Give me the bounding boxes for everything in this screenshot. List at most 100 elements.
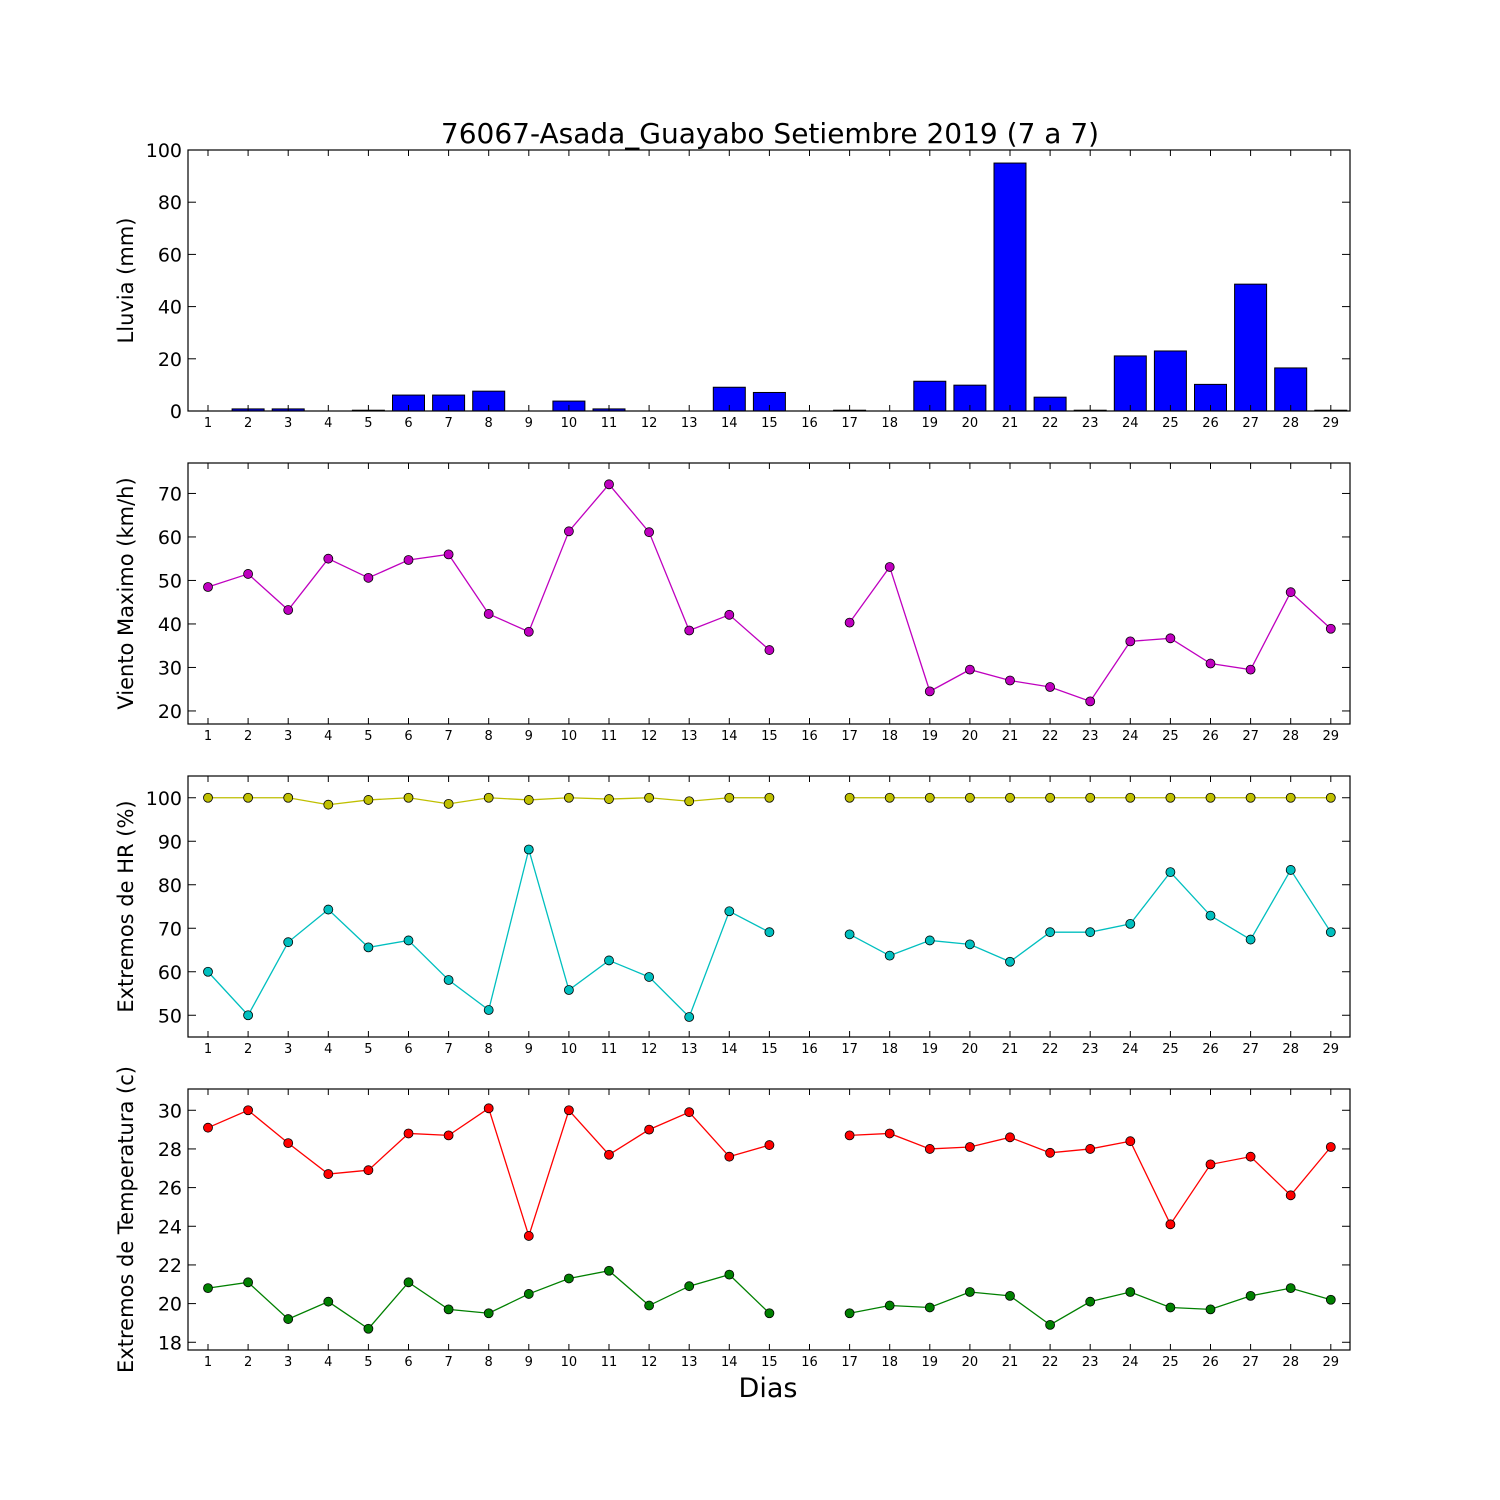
- x-tick-label: 29: [1323, 1042, 1340, 1057]
- x-tick-label: 17: [841, 1355, 858, 1370]
- y-tick-label: 50: [158, 570, 182, 592]
- series-1-point-day-28: [1285, 792, 1296, 803]
- series-1-point-day-7: [443, 549, 454, 560]
- series-1-point-day-10: [564, 1105, 574, 1116]
- x-tick-label: 25: [1162, 1355, 1179, 1370]
- series-2-point-day-13: [684, 1012, 695, 1022]
- x-tick-label: 27: [1242, 729, 1259, 744]
- series-2-point-day-29: [1325, 1294, 1336, 1305]
- x-tick-label: 20: [962, 416, 979, 431]
- x-tick-label: 7: [444, 729, 452, 744]
- series-1-point-day-27: [1245, 792, 1256, 803]
- x-tick-label: 4: [324, 1355, 332, 1370]
- series-2-point-day-1: [203, 966, 213, 977]
- x-tick-label: 17: [841, 416, 858, 431]
- series-1-point-day-29: [1325, 792, 1336, 803]
- y-tick-label: 100: [146, 140, 182, 162]
- x-tick-label: 18: [881, 1355, 898, 1370]
- series-1-point-day-29: [1325, 1142, 1336, 1152]
- x-tick-label: 22: [1042, 416, 1059, 431]
- series-1-point-day-11: [604, 794, 614, 804]
- series-1-point-day-21: [1005, 792, 1015, 803]
- series-2-point-day-4: [323, 904, 334, 915]
- panel-3: 1 2 3 4 5 6 7 8 9 10 11 12 13 14 15 16 17 18 19 20 21 22 23 24 2…: [114, 775, 1351, 1057]
- series-1-point-day-24: [1125, 792, 1136, 803]
- x-tick-label: 9: [525, 729, 533, 744]
- x-tick-label: 8: [485, 1042, 493, 1057]
- x-tick-label: 21: [1002, 416, 1019, 431]
- series-2-point-day-22: [1045, 927, 1055, 938]
- series-2-point-day-3: [283, 1314, 294, 1324]
- series-2-point-day-29: [1325, 927, 1336, 938]
- x-tick-label: 26: [1202, 729, 1219, 744]
- x-tick-label: 12: [641, 1042, 658, 1057]
- series-1-point-day-8: [483, 792, 494, 803]
- series-1-point-day-28: [1285, 1190, 1296, 1201]
- series-1-point-day-23: [1085, 1144, 1096, 1154]
- series-2-point-day-23: [1085, 1296, 1096, 1307]
- series-1-point-day-18: [884, 562, 895, 572]
- series-2-point-day-10: [564, 1273, 574, 1284]
- series-2-point-day-5: [363, 1323, 374, 1334]
- series-1-point-day-1: [203, 1122, 213, 1133]
- x-tick-label: 22: [1042, 1042, 1059, 1057]
- x-tick-label: 28: [1282, 1355, 1299, 1370]
- x-tick-label: 13: [681, 416, 698, 431]
- series-1-point-day-5: [363, 572, 374, 583]
- series-2-point-day-20: [965, 939, 975, 950]
- series-1-point-day-19: [924, 1144, 935, 1154]
- series-2-point-day-22: [1045, 1319, 1055, 1330]
- y-axis-label-panel-1: Lluvia (mm): [114, 218, 138, 344]
- x-tick-label: 5: [364, 1042, 372, 1057]
- series-1-point-day-17: [844, 792, 855, 803]
- series-2-point-day-12: [644, 1300, 654, 1311]
- x-tick-label: 24: [1122, 729, 1139, 744]
- series-1-point-day-5: [363, 1165, 374, 1176]
- x-tick-label: 21: [1002, 1355, 1019, 1370]
- series-1-point-day-20: [965, 1142, 975, 1152]
- series-2-point-day-11: [604, 955, 614, 966]
- x-tick-label: 10: [561, 416, 578, 431]
- y-tick-label: 90: [158, 831, 182, 853]
- x-tick-label: 14: [721, 1042, 738, 1057]
- y-tick-label: 40: [158, 614, 182, 636]
- x-tick-label: 26: [1202, 416, 1219, 431]
- series-2-point-day-13: [684, 1281, 695, 1292]
- y-tick-label: 50: [158, 1005, 182, 1027]
- series-2-point-day-4: [323, 1296, 334, 1307]
- series-1-point-day-12: [644, 527, 654, 538]
- series-1-point-day-18: [884, 1128, 895, 1139]
- series-1-point-day-17: [844, 617, 855, 628]
- series-1-point-day-24: [1125, 1136, 1136, 1147]
- y-tick-label: 24: [158, 1216, 182, 1238]
- series-1-point-day-5: [363, 795, 374, 805]
- x-tick-label: 11: [601, 1355, 618, 1370]
- x-tick-label: 15: [761, 416, 778, 431]
- x-tick-label: 14: [721, 416, 738, 431]
- series-1-point-day-24: [1125, 636, 1136, 647]
- series-1-point-day-19: [924, 792, 935, 803]
- y-tick-label: 18: [158, 1332, 182, 1354]
- series-1-point-day-19: [924, 686, 935, 697]
- y-tick-label: 60: [158, 527, 182, 549]
- series-1-point-day-23: [1085, 696, 1096, 707]
- series-2-point-day-14: [724, 906, 735, 917]
- bar-day-25: [1153, 350, 1187, 412]
- x-tick-label: 18: [881, 1042, 898, 1057]
- x-tick-label: 4: [324, 416, 332, 431]
- x-tick-label: 23: [1082, 1042, 1099, 1057]
- x-tick-label: 6: [404, 729, 412, 744]
- series-1-point-day-21: [1005, 675, 1015, 686]
- series-1-point-day-15: [764, 645, 775, 655]
- series-1-point-day-13: [684, 625, 695, 636]
- y-tick-label: 80: [158, 192, 182, 214]
- x-tick-label: 24: [1122, 1355, 1139, 1370]
- x-tick-label: 11: [601, 1042, 618, 1057]
- series-1-point-day-17: [844, 1130, 855, 1141]
- series-1-point-day-7: [443, 798, 454, 809]
- series-2-point-day-2: [243, 1010, 254, 1021]
- x-tick-label: 29: [1323, 729, 1340, 744]
- x-tick-label: 4: [324, 729, 332, 744]
- x-tick-label: 5: [364, 1355, 372, 1370]
